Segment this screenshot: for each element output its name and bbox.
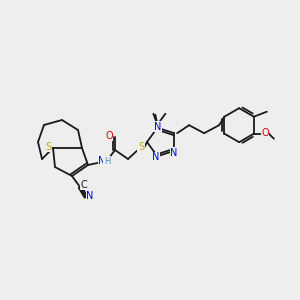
Text: O: O [261, 128, 269, 138]
Text: S: S [45, 142, 51, 152]
Text: C: C [81, 180, 87, 190]
Text: O: O [105, 131, 113, 141]
Text: H: H [104, 157, 110, 166]
Text: N: N [152, 152, 159, 162]
Text: N: N [98, 156, 106, 166]
Text: S: S [138, 142, 144, 152]
Text: N: N [154, 122, 161, 132]
Text: N: N [170, 148, 178, 158]
Text: N: N [86, 191, 94, 201]
